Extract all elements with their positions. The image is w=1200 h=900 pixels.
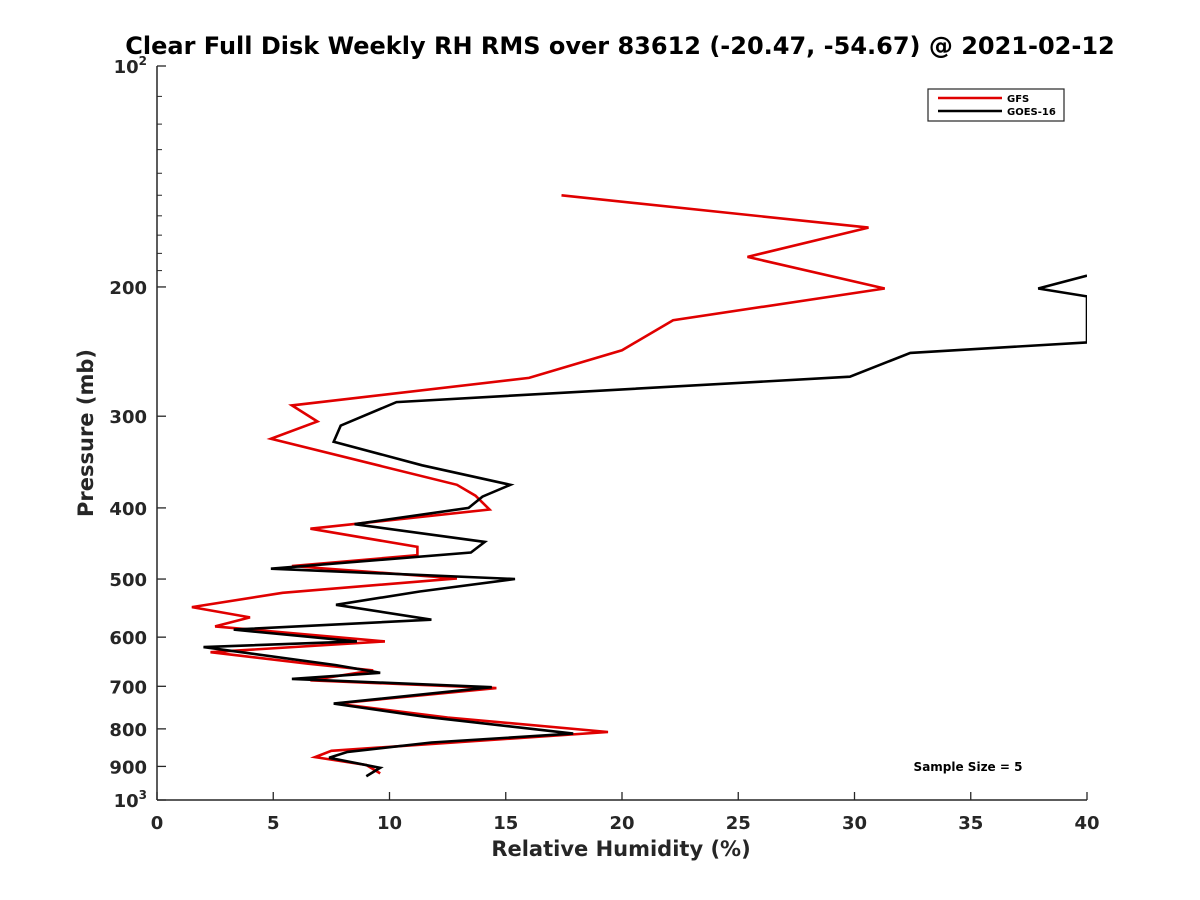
series-layer: [191, 194, 1087, 778]
y-tick-label: 103: [114, 788, 147, 812]
series-line-goes16: [203, 274, 1087, 778]
y-tick-base: 10: [114, 57, 139, 78]
legend-box: [927, 88, 1065, 122]
x-axis-label: Relative Humidity (%): [491, 837, 750, 861]
x-tick-label: 40: [1074, 813, 1099, 834]
y-tick-label: 800: [109, 720, 147, 741]
y-tick-label: 102: [114, 54, 147, 78]
legend: GFS GOES-16: [927, 88, 1065, 122]
legend-label-goes16: GOES-16: [1007, 107, 1056, 118]
y-tick-label: 300: [109, 407, 147, 428]
sample-size-annotation: Sample Size = 5: [914, 760, 1023, 774]
x-tick-label: 30: [842, 813, 867, 834]
series-line-gfs: [191, 194, 885, 775]
x-tick-label: 25: [726, 813, 751, 834]
axes: [156, 66, 1087, 801]
chart-title: Clear Full Disk Weekly RH RMS over 83612…: [125, 32, 1114, 60]
y-axis-label: Pressure (mb): [74, 349, 98, 517]
x-tick-label: 5: [267, 813, 280, 834]
y-tick-label: 600: [109, 628, 147, 649]
legend-label-gfs: GFS: [1007, 94, 1029, 105]
y-tick-label: 200: [109, 278, 147, 299]
x-ticks: 0 5 10 15 20 25 30 35 40: [151, 792, 1100, 834]
x-tick-label: 35: [958, 813, 983, 834]
x-tick-label: 0: [151, 813, 164, 834]
x-tick-label: 15: [493, 813, 518, 834]
x-tick-label: 20: [609, 813, 634, 834]
y-tick-label: 500: [109, 570, 147, 591]
y-tick-exponent: 3: [139, 788, 147, 802]
y-tick-label: 400: [109, 499, 147, 520]
y-tick-label: 700: [109, 677, 147, 698]
y-tick-label: 900: [109, 757, 147, 778]
y-tick-exponent: 2: [139, 54, 147, 68]
x-tick-label: 10: [377, 813, 402, 834]
y-tick-base: 10: [114, 791, 139, 812]
